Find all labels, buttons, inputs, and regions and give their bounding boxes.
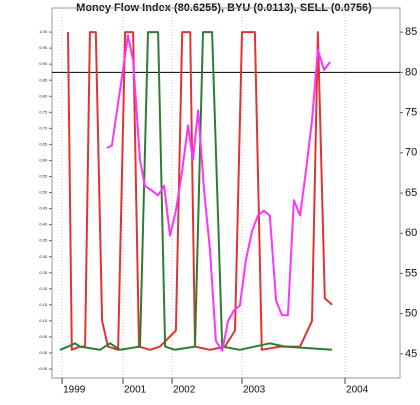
y-tick-label: 0.10 [39, 318, 48, 323]
y2-tick-label: 85 [405, 26, 417, 38]
y-tick-label: 0.00 [39, 350, 48, 355]
y2-tick-label: 45 [405, 348, 417, 360]
x-tick-label: 2001 [124, 385, 147, 396]
y-tick-label: 0.60 [39, 157, 48, 162]
y-tick-label: 0.20 [39, 286, 48, 291]
y2-tick-label: 70 [405, 147, 417, 159]
y-tick-label: 0.40 [39, 222, 48, 227]
y-tick-label: 0.85 [39, 77, 48, 82]
y-tick-label: 0.50 [39, 190, 48, 195]
x-tick-label: 1999 [63, 385, 86, 396]
y-tick-label: 0.70 [39, 125, 48, 130]
y-tick-label: 0.30 [39, 254, 48, 259]
y-tick-label: 1.00 [39, 29, 48, 34]
y2-tick-label: 55 [405, 267, 417, 279]
y-tick-label: 0.75 [39, 109, 48, 114]
y-tick-label: 0.05 [39, 334, 48, 339]
data-line [106, 34, 331, 352]
y-tick-label: 0.65 [39, 141, 48, 146]
y-tick-label: 0.15 [39, 302, 48, 307]
y2-tick-label: 75 [405, 106, 417, 118]
y2-tick-label: 65 [405, 187, 417, 199]
y-tick-label: -0.05 [38, 366, 48, 371]
y-tick-label: 0.90 [39, 61, 48, 66]
y-tick-label: 0.25 [39, 270, 48, 275]
y-tick-label: 0.55 [39, 174, 48, 179]
y-tick-label: 0.95 [39, 45, 48, 50]
y2-tick-label: 50 [405, 308, 417, 320]
x-tick-label: 2002 [173, 385, 196, 396]
y-tick-label: 0.45 [39, 206, 48, 211]
y-tick-label: 0.35 [39, 238, 48, 243]
y-tick-label: 0.80 [39, 93, 48, 98]
x-tick-label: 2003 [243, 385, 266, 396]
y2-tick-label: 60 [405, 227, 417, 239]
y2-tick-label: 80 [405, 66, 417, 78]
x-tick-label: 2004 [346, 385, 369, 396]
